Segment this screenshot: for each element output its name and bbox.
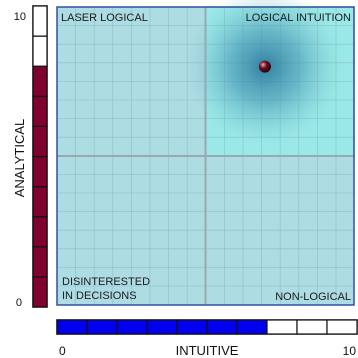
scale-segment-empty (32, 5, 48, 37)
scale-segment-filled (32, 276, 48, 308)
scale-segment-filled (32, 155, 48, 188)
analytical-scale-bar (32, 5, 48, 308)
scale-segment-filled (56, 319, 88, 335)
plot-border (56, 6, 355, 306)
data-point (258, 60, 271, 73)
scale-segment-filled (236, 319, 268, 335)
scale-segment-filled (32, 125, 48, 158)
y-axis-min-label: 0 (16, 297, 22, 309)
y-axis-label: ANALYTICAL (12, 119, 27, 198)
point-glow (184, 0, 345, 147)
scale-segment-filled (116, 319, 148, 335)
scale-segment-filled (32, 65, 48, 97)
scale-segment-empty (296, 319, 328, 335)
scale-segment-filled (32, 95, 48, 128)
scale-segment-filled (32, 246, 48, 278)
scale-segment-filled (176, 319, 208, 335)
quadrant-label-bottom-right: NON-LOGICAL (275, 291, 351, 303)
x-axis-min-label: 0 (59, 344, 66, 358)
scale-segment-filled (206, 319, 238, 335)
scale-segment-filled (32, 216, 48, 248)
intuitive-scale-bar (56, 319, 358, 335)
scale-segment-filled (32, 186, 48, 218)
quadrant-label-line: DISINTERESTED (62, 276, 150, 288)
quadrant-label-top-left: LASER LOGICAL (61, 12, 148, 24)
y-axis-max-label: 10 (14, 11, 26, 23)
x-axis-max-label: 10 (343, 344, 357, 358)
scale-segment-filled (146, 319, 178, 335)
scale-segment-empty (326, 319, 358, 335)
quadrant-label-bottom-left: DISINTERESTED IN DECISIONS (62, 276, 150, 302)
quadrant-label-top-right: LOGICAL INTUITION (246, 12, 351, 24)
x-axis-label: INTUITIVE (176, 343, 239, 358)
scale-segment-filled (86, 319, 118, 335)
scale-segment-empty (32, 35, 48, 67)
scale-segment-empty (266, 319, 298, 335)
quadrant-label-line: IN DECISIONS (62, 290, 137, 302)
